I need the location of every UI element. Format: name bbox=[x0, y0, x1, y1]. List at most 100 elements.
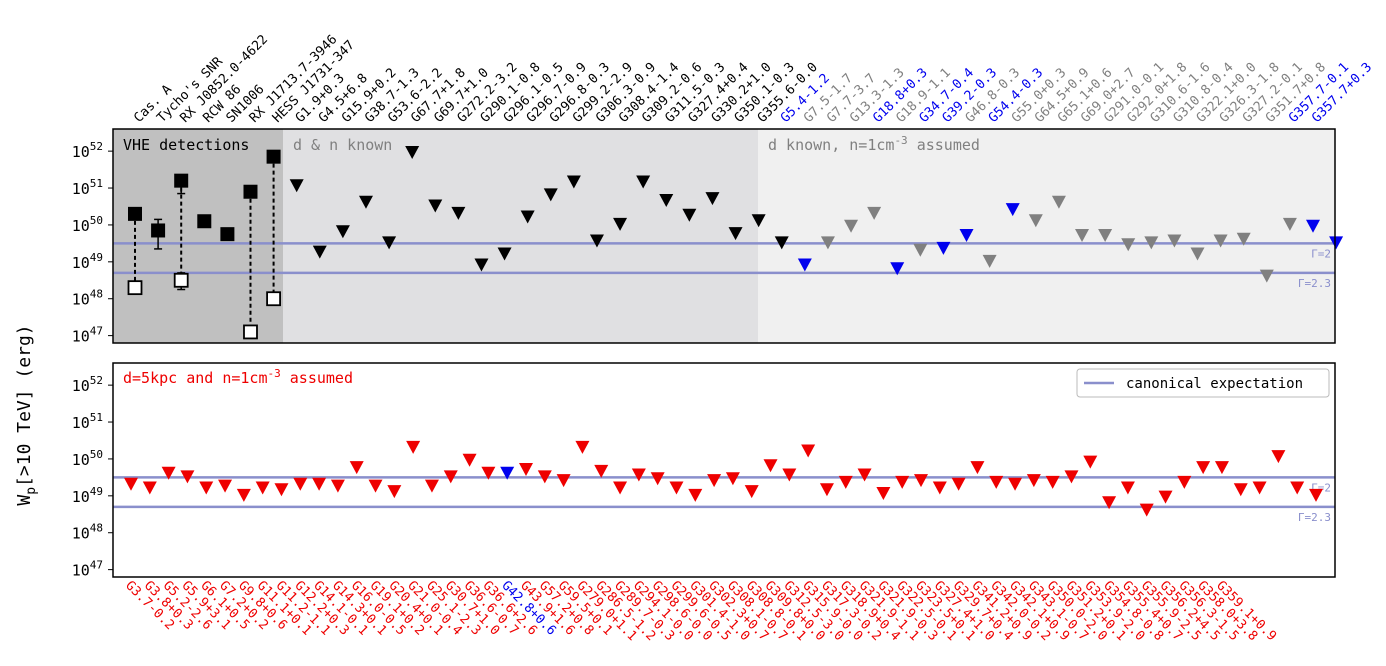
top-upper-limit-marker bbox=[1306, 219, 1320, 233]
top-upper-limit-marker bbox=[1190, 247, 1205, 261]
bottom-upper-limit-marker bbox=[481, 466, 496, 480]
vhe-filled-marker bbox=[266, 149, 281, 164]
top-reference-label-0: Γ=2 bbox=[1311, 247, 1331, 260]
bottom-panel-frame bbox=[112, 362, 1336, 578]
bottom-upper-limit-marker bbox=[989, 475, 1004, 489]
top-y-tick-label: 1048 bbox=[72, 288, 103, 309]
bottom-upper-limit-marker bbox=[556, 474, 571, 488]
top-upper-limit-marker bbox=[982, 254, 997, 268]
top-panel-regions: VHE detections d & n known d known, n=1cm-… bbox=[113, 129, 1335, 343]
bottom-upper-limit-marker bbox=[970, 461, 985, 475]
bottom-panel-reference-lines: Γ=2Γ=2.3 bbox=[113, 476, 1335, 524]
bottom-upper-limit-marker bbox=[876, 486, 891, 500]
bottom-upper-limit-marker bbox=[838, 475, 853, 489]
bottom-upper-limit-marker bbox=[312, 477, 327, 491]
bottom-upper-limit-marker bbox=[218, 479, 233, 493]
vhe-open-marker bbox=[173, 272, 189, 288]
bottom-upper-limit-marker bbox=[575, 440, 590, 454]
top-upper-limit-marker bbox=[543, 188, 558, 202]
bottom-upper-limit-marker bbox=[932, 481, 947, 495]
top-upper-limit-marker bbox=[751, 214, 766, 228]
bottom-upper-limit-marker bbox=[519, 463, 533, 476]
bottom-upper-limit-marker bbox=[669, 481, 684, 495]
top-upper-limit-marker bbox=[382, 236, 397, 250]
bottom-upper-limit-marker bbox=[1290, 481, 1305, 495]
top-upper-limit-marker bbox=[774, 236, 789, 250]
top-upper-limit-marker bbox=[566, 175, 581, 189]
bottom-y-tick-label: 1052 bbox=[72, 374, 103, 395]
bottom-upper-limit-marker bbox=[763, 459, 778, 473]
bottom-upper-limit-marker bbox=[1233, 483, 1248, 497]
region-1 bbox=[283, 129, 758, 343]
top-y-tick-label: 1052 bbox=[72, 140, 103, 161]
bottom-upper-limit-marker bbox=[725, 472, 740, 486]
legend: canonical expectation bbox=[1076, 368, 1330, 398]
bottom-reference-label-1: Γ=2.3 bbox=[1298, 511, 1331, 524]
bottom-upper-limit-marker bbox=[1158, 490, 1173, 504]
top-upper-limit-marker bbox=[1028, 214, 1043, 228]
top-upper-limit-marker bbox=[1098, 229, 1113, 242]
bottom-upper-limit-marker bbox=[255, 481, 270, 495]
top-upper-limit-marker bbox=[913, 243, 928, 257]
bottom-upper-limit-marker bbox=[1064, 470, 1079, 484]
bottom-upper-limit-marker bbox=[819, 483, 834, 497]
top-y-tick-label: 1049 bbox=[72, 251, 103, 272]
bottom-upper-limit-marker bbox=[594, 464, 609, 478]
bottom-upper-limit-marker bbox=[631, 468, 646, 482]
bottom-upper-limit-marker bbox=[782, 468, 797, 482]
region-label-2: d known, n=1cm-3 assumed bbox=[768, 134, 980, 154]
bottom-upper-limit-marker bbox=[330, 479, 345, 493]
bottom-upper-limit-marker bbox=[613, 481, 628, 495]
bottom-upper-limit-marker bbox=[914, 474, 928, 488]
top-upper-limit-marker bbox=[1075, 229, 1090, 242]
bottom-upper-limit-marker bbox=[801, 444, 816, 458]
bottom-upper-limit-marker bbox=[744, 485, 759, 499]
y-axis-label: Wp[>10 TeV] (erg) bbox=[14, 324, 39, 505]
bottom-upper-limit-marker bbox=[424, 479, 439, 493]
top-upper-limit-marker bbox=[1213, 234, 1228, 248]
vhe-filled-marker bbox=[151, 223, 166, 238]
vhe-filled-marker bbox=[220, 227, 235, 242]
bottom-upper-limit-marker bbox=[274, 483, 289, 497]
top-upper-limit-marker bbox=[728, 227, 743, 241]
bottom-upper-limit-marker bbox=[349, 461, 364, 475]
top-upper-limit-marker bbox=[358, 195, 373, 209]
top-upper-limit-marker bbox=[1005, 203, 1020, 217]
bottom-y-tick-label: 1050 bbox=[72, 448, 103, 469]
bottom-upper-limit-marker bbox=[462, 453, 477, 467]
bottom-panel-y-ticks: 1047 1048 1049 1050 1051 1052 bbox=[72, 374, 113, 580]
bottom-panel-source-labels: G3.7-0.2G3.8+0.3G5.2-2.6G5.9+3.1G6.1+0.5… bbox=[122, 578, 1279, 644]
bottom-upper-limit-marker bbox=[1026, 474, 1041, 488]
bottom-upper-limit-marker bbox=[1271, 450, 1286, 464]
top-upper-limit-marker bbox=[613, 217, 628, 231]
vhe-open-marker bbox=[266, 291, 281, 307]
bottom-upper-limit-marker bbox=[236, 488, 251, 502]
bottom-upper-limit-marker bbox=[161, 466, 176, 480]
vhe-filled-marker bbox=[197, 214, 212, 229]
bottom-upper-limit-marker bbox=[1177, 475, 1192, 489]
bottom-upper-limit-marker bbox=[199, 481, 214, 495]
bottom-upper-limit-marker bbox=[537, 470, 552, 484]
top-upper-limit-marker bbox=[1329, 236, 1344, 250]
top-upper-limit-marker bbox=[820, 236, 835, 250]
bottom-upper-limit-marker bbox=[500, 466, 515, 480]
top-y-tick-label: 1050 bbox=[72, 214, 103, 235]
legend-label: canonical expectation bbox=[1126, 376, 1303, 392]
bottom-upper-limit-marker bbox=[1045, 475, 1060, 489]
bottom-y-tick-label: 1049 bbox=[72, 485, 103, 506]
bottom-upper-limit-marker bbox=[707, 474, 722, 488]
bottom-panel-annotation: d=5kpc and n=1cm-3 assumed bbox=[123, 367, 353, 387]
top-upper-limit-marker bbox=[844, 219, 859, 233]
bottom-upper-limit-marker bbox=[951, 477, 966, 491]
bottom-upper-limit-marker bbox=[1252, 481, 1267, 495]
top-upper-limit-marker bbox=[1121, 238, 1136, 252]
top-upper-limit-marker bbox=[705, 192, 720, 206]
top-upper-limit-marker bbox=[797, 258, 812, 272]
bottom-y-tick-label: 1048 bbox=[72, 522, 103, 543]
bottom-upper-limit-marker bbox=[387, 485, 402, 499]
top-upper-limit-marker bbox=[474, 258, 489, 272]
top-upper-limit-marker bbox=[520, 210, 535, 224]
bottom-upper-limit-marker bbox=[1083, 455, 1098, 469]
top-upper-limit-marker bbox=[428, 199, 443, 213]
